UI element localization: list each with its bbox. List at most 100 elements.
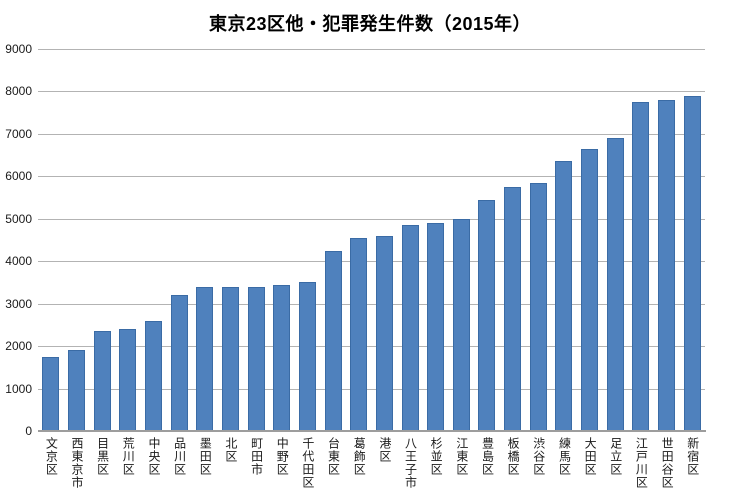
bar-杉並区 <box>427 223 445 431</box>
bar-slot <box>551 49 577 431</box>
bar-slot <box>115 49 141 431</box>
x-axis-category-label: 港区 <box>377 437 392 463</box>
x-label-slot: 北区 <box>218 437 244 499</box>
x-axis-category-label: 中央区 <box>146 437 161 476</box>
x-label-slot: 千代田区 <box>295 437 321 499</box>
x-axis-category-label: 大田区 <box>583 437 598 476</box>
gridline <box>38 303 705 305</box>
x-axis-category-label: 豊島区 <box>480 437 495 476</box>
x-axis-category-label: 板橋区 <box>506 437 521 476</box>
bar-slot <box>372 49 398 431</box>
bar-葛飾区 <box>350 237 368 431</box>
x-axis-category-label: 千代田区 <box>300 437 315 489</box>
x-label-slot: 台東区 <box>320 437 346 499</box>
gridline <box>38 176 705 178</box>
bar-slot <box>525 49 551 431</box>
x-axis-category-label: 北区 <box>223 437 238 463</box>
x-label-slot: 文京区 <box>38 437 64 499</box>
bar-slot <box>38 49 64 431</box>
bar-slot <box>89 49 115 431</box>
x-axis-category-label: 世田谷区 <box>660 437 675 489</box>
y-axis-tick-label: 5000 <box>5 211 32 226</box>
x-label-slot: 杉並区 <box>423 437 449 499</box>
y-axis-tick-label: 4000 <box>5 254 32 269</box>
bar-千代田区 <box>298 282 316 431</box>
bar-slot <box>346 49 372 431</box>
bar-中野区 <box>273 284 291 431</box>
bar-slot <box>654 49 680 431</box>
bar-slot <box>423 49 449 431</box>
x-label-slot: 町田市 <box>243 437 269 499</box>
x-axis-category-label: 文京区 <box>44 437 59 476</box>
x-label-slot: 世田谷区 <box>654 437 680 499</box>
bar-slot <box>243 49 269 431</box>
bar-荒川区 <box>119 329 137 431</box>
bar-slot <box>218 49 244 431</box>
x-axis-line <box>38 430 706 432</box>
bar-slot <box>269 49 295 431</box>
bar-slot <box>64 49 90 431</box>
x-label-slot: 足立区 <box>602 437 628 499</box>
bar-slot <box>449 49 475 431</box>
bar-品川区 <box>170 295 188 431</box>
x-axis-category-label: 荒川区 <box>121 437 136 476</box>
x-label-slot: 目黒区 <box>89 437 115 499</box>
bar-渋谷区 <box>529 182 547 431</box>
bar-slot <box>628 49 654 431</box>
x-axis-category-label: 台東区 <box>326 437 341 476</box>
gridline <box>38 218 705 220</box>
x-axis-category-label: 中野区 <box>275 437 290 476</box>
bar-中央区 <box>144 320 162 431</box>
x-axis-category-label: 足立区 <box>608 437 623 476</box>
gridline <box>38 49 705 50</box>
bar-slot <box>474 49 500 431</box>
gridline <box>38 346 705 348</box>
x-axis-category-label: 新宿区 <box>685 437 700 476</box>
x-axis-category-label: 江戸川区 <box>634 437 649 489</box>
bar-slot <box>397 49 423 431</box>
bar-slot <box>577 49 603 431</box>
y-axis-tick-label: 2000 <box>5 339 32 354</box>
bar-足立区 <box>606 138 624 431</box>
y-axis-tick-label: 0 <box>25 424 32 438</box>
x-label-slot: 品川区 <box>166 437 192 499</box>
x-axis-category-label: 品川区 <box>172 437 187 476</box>
bar-slot <box>320 49 346 431</box>
x-axis-category-label: 八王子市 <box>403 437 418 489</box>
bar-西東京市 <box>67 350 85 431</box>
x-axis-category-label: 西東京市 <box>69 437 84 489</box>
bar-板橋区 <box>504 186 522 431</box>
bar-北区 <box>221 286 239 431</box>
bar-世田谷区 <box>658 99 676 431</box>
bar-slot <box>500 49 526 431</box>
x-axis-category-label: 練馬区 <box>557 437 572 476</box>
x-axis-labels: 文京区 西東京市 目黒区 荒川区 中央区 品川区 墨田区 北区 町田市 中野区 千代田区 台東区 葛飾区… <box>38 437 705 499</box>
y-axis-tick-label: 6000 <box>5 169 32 184</box>
x-label-slot: 西東京市 <box>64 437 90 499</box>
x-label-slot: 中央区 <box>141 437 167 499</box>
plot-area <box>38 49 705 431</box>
bar-slot <box>141 49 167 431</box>
y-axis-tick-label: 7000 <box>5 126 32 141</box>
x-label-slot: 江東区 <box>449 437 475 499</box>
x-axis-category-label: 町田市 <box>249 437 264 476</box>
x-label-slot: 港区 <box>372 437 398 499</box>
x-label-slot: 大田区 <box>577 437 603 499</box>
bar-八王子市 <box>401 225 419 431</box>
bar-slot <box>295 49 321 431</box>
bar-豊島区 <box>478 199 496 431</box>
gridline <box>38 388 705 390</box>
x-axis-category-label: 目黒区 <box>95 437 110 476</box>
x-label-slot: 豊島区 <box>474 437 500 499</box>
x-label-slot: 江戸川区 <box>628 437 654 499</box>
bar-練馬区 <box>555 161 573 431</box>
gridline <box>38 91 705 93</box>
y-axis-tick-label: 3000 <box>5 296 32 311</box>
x-label-slot: 墨田区 <box>192 437 218 499</box>
bar-江戸川区 <box>632 102 650 431</box>
x-label-slot: 八王子市 <box>397 437 423 499</box>
bar-slot <box>602 49 628 431</box>
x-label-slot: 中野区 <box>269 437 295 499</box>
bar-港区 <box>375 235 393 431</box>
y-axis-tick-label: 8000 <box>5 84 32 99</box>
